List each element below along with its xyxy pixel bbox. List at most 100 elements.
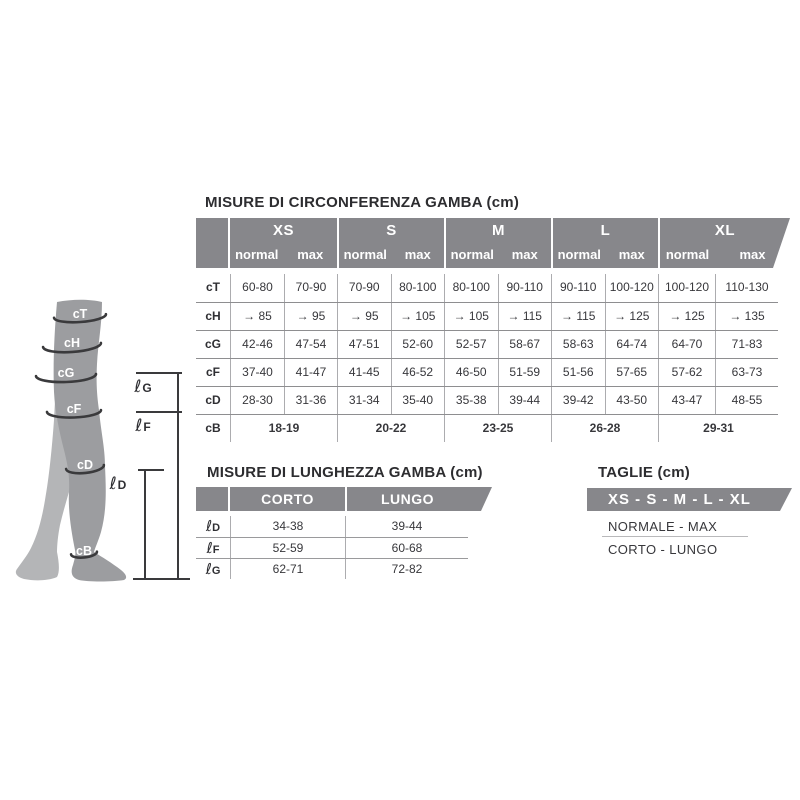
length-col-label: CORTO <box>261 491 314 507</box>
row-label: ℓG <box>196 559 230 579</box>
value-cell: → 95 <box>337 303 391 330</box>
value-cell: 35-38 <box>444 387 498 414</box>
row-label: cF <box>205 365 220 379</box>
header-corner-cell <box>196 487 228 511</box>
size-group-xl: XL normal max <box>660 218 790 268</box>
script-l: ℓ <box>206 539 213 557</box>
measure-row-cF: cF 37-40 41-47 41-45 46-52 46-50 51-59 51-56 57-… <box>196 358 778 386</box>
value-cell: 51-56 <box>551 359 605 386</box>
value-cell: 100-120 <box>604 274 659 302</box>
measure-row-cG: cG 42-46 47-54 47-51 52-60 52-57 58-67 58-63 64-… <box>196 330 778 358</box>
taglie-divider <box>602 536 748 537</box>
length-col-lungo: LUNGO <box>347 487 492 511</box>
ankle-row-cB: cB 18-19 20-22 23-25 26-28 29-31 <box>196 414 778 442</box>
script-l: ℓ <box>205 517 213 535</box>
value-cell: 39-44 <box>345 516 468 537</box>
subheader-row: normal max <box>339 244 444 265</box>
value-cell-merged: 23-25 <box>444 415 551 442</box>
value-cell: 60-68 <box>345 538 468 558</box>
taglie-title: TAGLIE (cm) <box>598 464 690 481</box>
value-cell: 52-59 <box>230 538 345 558</box>
value-cell: 62-71 <box>230 559 345 579</box>
value-cell: → 85 <box>230 303 284 330</box>
band-ellipse-cF <box>45 408 103 419</box>
band-ellipse-cT <box>52 312 108 324</box>
length-col-label: LUNGO <box>380 491 435 507</box>
taglie-corto-lungo: CORTO - LUNGO <box>608 542 718 557</box>
value-cell: 72-82 <box>345 559 468 579</box>
row-label: cD <box>205 393 221 407</box>
size-group-xs: XS normal max <box>230 218 337 268</box>
measure-row-cT: cT 60-80 70-90 70-90 80-100 80-100 90-110 90-11… <box>196 274 778 302</box>
value-cell: 46-52 <box>390 359 445 386</box>
value-cell: 48-55 <box>715 387 778 414</box>
value-cell: 57-62 <box>658 359 715 386</box>
row-label: ℓD <box>196 516 230 537</box>
subheader-max: max <box>511 247 538 262</box>
value-cell: 57-65 <box>604 359 659 386</box>
letter: F <box>212 544 220 556</box>
value-cell: 42-46 <box>230 331 284 358</box>
value-cell: 34-38 <box>230 516 345 537</box>
length-table-title: MISURE DI LUNGHEZZA GAMBA (cm) <box>207 464 483 481</box>
value-cell: 31-36 <box>284 387 337 414</box>
taglie-normale-max: NORMALE - MAX <box>608 519 718 534</box>
subheader-normal: normal <box>665 247 710 262</box>
value-cell: 28-30 <box>230 387 284 414</box>
value-cell: 35-40 <box>390 387 445 414</box>
value-cell: 39-42 <box>551 387 605 414</box>
value-cell: → 135 <box>715 303 778 330</box>
band-label-cT: cT <box>73 307 88 321</box>
value-cell: → 115 <box>497 303 552 330</box>
value-cell-merged: 18-19 <box>230 415 337 442</box>
taglie-size-band: XS - S - M - L - XL <box>587 488 792 511</box>
subheader-max: max <box>618 247 645 262</box>
subheader-row: normal max <box>230 244 337 265</box>
length-table-body: ℓD 34-38 39-44 ℓF 52-59 60-68 ℓG 62-71 72-82 <box>196 516 468 579</box>
value-cell: 90-110 <box>551 274 605 302</box>
header-corner-cell <box>196 218 228 268</box>
length-row-G: ℓG 62-71 72-82 <box>196 558 468 579</box>
band-ellipse-cB <box>69 550 99 559</box>
value-cell-merged: 29-31 <box>658 415 778 442</box>
value-cell: 70-90 <box>337 274 391 302</box>
value-cell: 60-80 <box>230 274 284 302</box>
value-cell-merged: 20-22 <box>337 415 444 442</box>
value-cell: 71-83 <box>715 331 778 358</box>
value-cell: 41-45 <box>337 359 391 386</box>
value-cell: 39-44 <box>497 387 552 414</box>
subheader-max: max <box>297 247 324 262</box>
subheader-row: normal max <box>553 244 658 265</box>
value-cell: 46-50 <box>444 359 498 386</box>
length-table-header: CORTO LUNGO <box>196 487 492 511</box>
subheader-max: max <box>739 247 766 262</box>
value-cell-merged: 26-28 <box>551 415 658 442</box>
band-ellipse-cD <box>64 463 106 475</box>
value-cell: → 105 <box>390 303 445 330</box>
band-label-cG: cG <box>58 366 75 380</box>
value-cell: 80-100 <box>390 274 445 302</box>
length-row-F: ℓF 52-59 60-68 <box>196 537 468 558</box>
size-label: XL <box>714 222 736 239</box>
value-cell: 41-47 <box>284 359 337 386</box>
row-label: cT <box>205 280 220 294</box>
value-cell: 43-47 <box>658 387 715 414</box>
value-cell: 47-51 <box>337 331 391 358</box>
length-row-D: ℓD 34-38 39-44 <box>196 516 468 537</box>
band-label-cF: cF <box>67 402 82 416</box>
measure-row-cH: cH → 85 → 95 → 95 → 105 → 105 → 115 → 115 → 125 →… <box>196 302 778 330</box>
value-cell: 58-63 <box>551 331 605 358</box>
size-label: S <box>386 222 397 239</box>
value-cell: 31-34 <box>337 387 391 414</box>
band-ellipse-cH <box>41 341 103 354</box>
row-label: ℓF <box>196 538 230 558</box>
value-cell: 43-50 <box>604 387 659 414</box>
subheader-max: max <box>404 247 431 262</box>
subheader-normal: normal <box>450 247 494 262</box>
value-cell: 37-40 <box>230 359 284 386</box>
value-cell: 80-100 <box>444 274 498 302</box>
value-cell: 63-73 <box>715 359 778 386</box>
row-label: cH <box>205 309 221 323</box>
